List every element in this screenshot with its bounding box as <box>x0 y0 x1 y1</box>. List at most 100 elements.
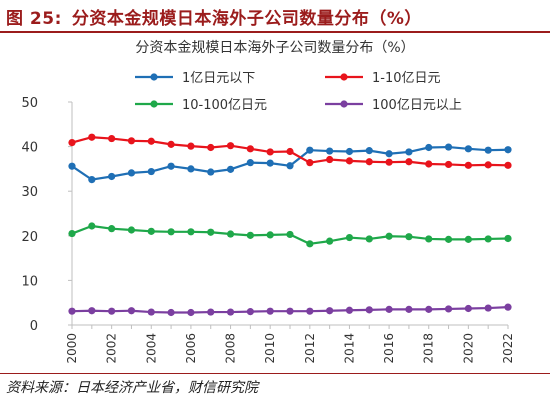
data-point <box>187 165 195 173</box>
data-point <box>68 162 76 170</box>
data-point <box>286 230 294 239</box>
data-point <box>425 143 433 152</box>
series-3 <box>68 222 512 248</box>
x-tick-label: 2018 <box>422 333 436 364</box>
legend-item: 1亿日元以下 <box>135 71 255 86</box>
x-tick-label: 2000 <box>65 333 79 364</box>
data-point <box>68 229 76 238</box>
line-chart: 分资本金规模日本海外子公司数量分布（%） 0 10 20 30 40 50 2000 2002… <box>21 40 515 364</box>
data-point <box>207 168 215 176</box>
data-point <box>444 160 453 169</box>
x-tick-label: 2006 <box>184 333 198 364</box>
data-point <box>464 235 472 243</box>
data-point <box>484 161 492 169</box>
data-point <box>88 133 96 141</box>
chart-series <box>68 133 512 317</box>
data-point <box>444 305 453 313</box>
x-tick-label: 2004 <box>144 333 158 364</box>
legend-label: 10-100亿日元 <box>182 98 267 113</box>
data-point <box>504 146 512 154</box>
x-tick-label: 2012 <box>303 333 317 364</box>
data-point <box>127 169 136 177</box>
data-point <box>484 146 492 154</box>
data-point <box>147 308 155 316</box>
data-point <box>266 307 274 315</box>
data-point <box>405 233 413 241</box>
legend-item: 100亿日元以上 <box>325 98 462 113</box>
data-point <box>425 305 433 313</box>
data-point <box>306 146 314 154</box>
data-point <box>326 307 334 315</box>
data-point <box>88 176 96 184</box>
data-point <box>345 147 354 156</box>
data-point <box>464 161 472 169</box>
data-point <box>504 303 512 311</box>
legend-label: 1-10亿日元 <box>372 71 441 86</box>
data-point <box>88 307 96 315</box>
data-point <box>266 231 274 239</box>
data-point <box>405 158 413 166</box>
data-point <box>226 142 235 150</box>
data-point <box>68 307 76 315</box>
data-point <box>326 147 334 155</box>
data-point <box>226 308 235 316</box>
data-point <box>286 147 294 156</box>
data-point <box>425 235 433 243</box>
title-divider <box>0 31 550 33</box>
data-point <box>246 145 254 153</box>
data-point <box>286 162 294 170</box>
data-point <box>147 227 155 235</box>
data-point <box>464 145 472 153</box>
data-point <box>286 307 294 315</box>
legend-label: 100亿日元以上 <box>372 98 462 113</box>
data-point <box>365 306 373 314</box>
data-point <box>246 231 254 239</box>
data-point <box>365 147 373 155</box>
legend-item: 10-100亿日元 <box>135 98 267 113</box>
data-point <box>484 304 492 312</box>
data-point <box>444 143 453 151</box>
x-tick-label: 2020 <box>461 333 475 364</box>
data-point <box>167 228 175 236</box>
data-point <box>127 226 136 234</box>
data-point <box>187 228 195 236</box>
data-point <box>345 306 354 314</box>
legend-marker <box>150 100 158 108</box>
data-point <box>167 140 175 148</box>
data-point <box>425 160 433 168</box>
data-point <box>306 307 314 315</box>
data-point <box>405 305 413 313</box>
data-point <box>345 233 354 242</box>
data-point <box>147 137 155 145</box>
x-tick-label: 2008 <box>224 333 238 364</box>
data-point <box>88 222 96 230</box>
series-2 <box>68 133 512 169</box>
x-tick-label: 2002 <box>105 333 119 364</box>
legend-marker <box>150 73 158 81</box>
data-point <box>504 234 512 243</box>
x-tick-label: 2014 <box>342 333 356 364</box>
data-point <box>226 230 235 238</box>
data-point <box>385 158 393 166</box>
data-point <box>187 142 195 150</box>
data-point <box>306 159 314 167</box>
data-point <box>187 308 195 317</box>
series-4 <box>68 303 512 317</box>
data-point <box>504 161 512 169</box>
data-point <box>207 143 215 152</box>
source-divider <box>0 373 550 374</box>
x-tick-label: 2016 <box>382 333 396 364</box>
legend-label: 1亿日元以下 <box>182 71 255 86</box>
data-point <box>484 235 492 243</box>
data-point <box>147 167 155 176</box>
legend-item: 1-10亿日元 <box>325 71 441 86</box>
y-tick-label: 20 <box>21 230 38 245</box>
data-point <box>385 150 393 158</box>
y-tick-label: 40 <box>21 141 38 156</box>
figure-title-text: 分资本金规模日本海外子公司数量分布（%） <box>71 9 422 29</box>
data-point <box>108 134 116 143</box>
data-point <box>246 308 254 316</box>
data-point <box>127 307 136 315</box>
y-tick-label: 50 <box>21 96 38 111</box>
data-point <box>326 237 334 245</box>
